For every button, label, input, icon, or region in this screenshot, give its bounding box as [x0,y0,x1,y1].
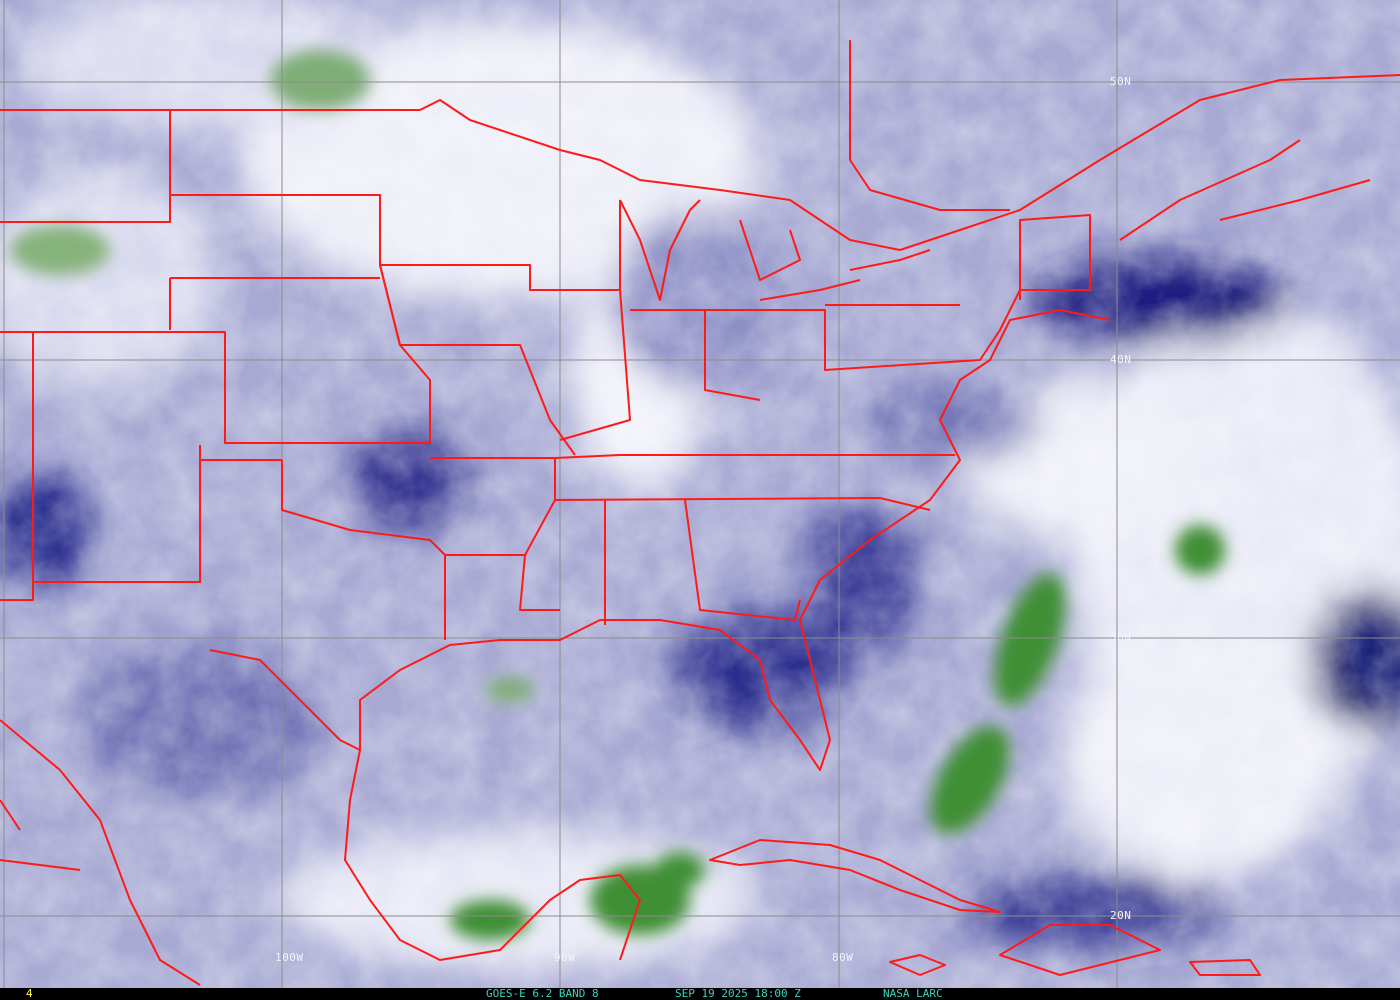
lon-label-80w: 80W [832,951,854,964]
lat-label-40n: 40N [1110,353,1132,366]
status-bar: 4 GOES-E 6.2 BAND 8 SEP 19 2025 18:00 Z … [0,988,1400,1000]
convective-clouds [10,50,1225,940]
lon-label-90w: 90W [554,951,576,964]
lat-label-30n: 30N [1110,631,1132,644]
product-label: GOES-E 6.2 BAND 8 [486,987,599,1000]
political-boundaries [0,40,1400,986]
lon-label-100w: 100W [275,951,304,964]
frame-number: 4 [26,987,33,1000]
source-label: NASA LARC [883,987,943,1000]
lat-label-50n: 50N [1110,75,1132,88]
lat-label-20n: 20N [1110,909,1132,922]
datetime-label: SEP 19 2025 18:00 Z [675,987,801,1000]
